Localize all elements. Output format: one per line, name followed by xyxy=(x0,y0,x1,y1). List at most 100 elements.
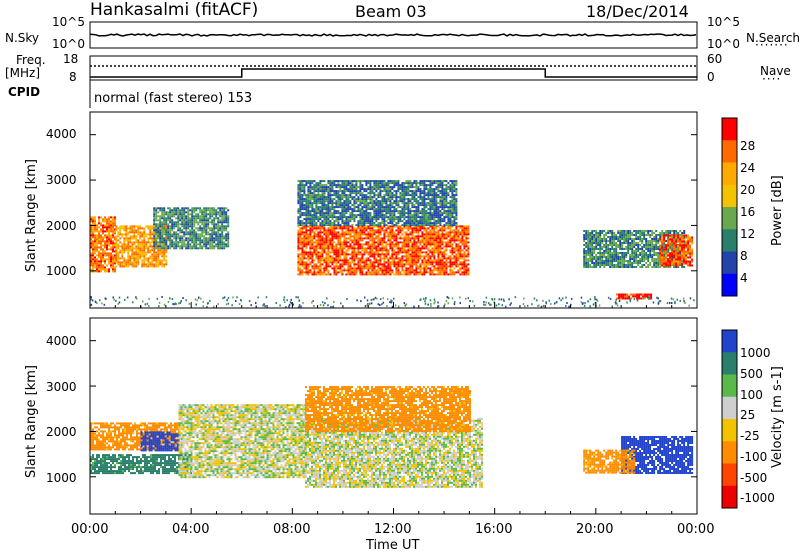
power-data-cell-3832 xyxy=(365,210,368,213)
power-data-cell-3482 xyxy=(327,222,330,225)
power-data-cell-2658 xyxy=(419,225,422,228)
power-data-cell-198 xyxy=(106,246,108,249)
power-data-cell-3381 xyxy=(317,220,320,223)
power-data-cell-4062 xyxy=(389,206,392,209)
power-data-cell-3723 xyxy=(353,208,356,211)
power-data-cell-87 xyxy=(96,248,98,251)
power-data-cell-427 xyxy=(129,261,132,264)
power-data-cell-4416 xyxy=(427,204,430,207)
power-data-cell-4128 xyxy=(397,186,400,189)
power-data-cell-3261 xyxy=(305,224,308,227)
power-data-cell-1261 xyxy=(213,213,216,216)
power-data-cell-4034 xyxy=(387,186,390,189)
power-data-cell-2150 xyxy=(369,253,372,256)
power-data-cell-1781 xyxy=(333,247,336,250)
power-data-cell-697 xyxy=(161,261,164,264)
power-data-cell-4006 xyxy=(383,214,386,217)
power-data-cell-3300 xyxy=(309,216,312,219)
power-data-cell-1137 xyxy=(199,219,202,222)
power-data-cell-1380 xyxy=(225,243,228,246)
power-data-cell-4362 xyxy=(421,218,424,221)
power-data-cell-2311 xyxy=(385,241,388,244)
power-data-cell-3456 xyxy=(325,214,328,217)
power-data-cell-4426 xyxy=(429,182,432,185)
power-data-cell-1007 xyxy=(183,241,186,244)
power-data-cell-4203 xyxy=(405,194,408,197)
power-data-cell-2018 xyxy=(357,227,360,230)
power-data-cell-309 xyxy=(115,247,118,250)
power-data-cell-3673 xyxy=(347,220,350,223)
power-data-cell-2494 xyxy=(403,249,406,252)
power-data-cell-155 xyxy=(102,250,104,253)
power-data-cell-2922 xyxy=(443,257,446,260)
power-data-cell-2401 xyxy=(393,261,396,264)
power-data-cell-4690 xyxy=(455,202,458,205)
power-data-cell-4838 xyxy=(599,240,602,242)
power-data-cell-3793 xyxy=(361,210,364,213)
power-data-cell-1123 xyxy=(197,223,200,226)
power-data-cell-2276 xyxy=(381,251,384,254)
power-data-cell-713 xyxy=(163,265,166,268)
power-data-cell-1815 xyxy=(337,225,340,228)
power-data-cell-1851 xyxy=(339,263,342,266)
power-data-cell-4461 xyxy=(431,212,434,215)
power-data-cell-1301 xyxy=(217,231,220,234)
power-data-cell-2105 xyxy=(365,243,368,246)
power-data-cell-1408 xyxy=(297,249,300,252)
power-data-cell-2434 xyxy=(397,245,400,248)
power-data-cell-2456 xyxy=(399,249,402,252)
power-data-cell-2022 xyxy=(357,237,360,240)
power-data-cell-1686 xyxy=(323,267,326,270)
power-data-cell-4587 xyxy=(445,188,448,191)
power-data-cell-1423 xyxy=(299,235,302,238)
power-data-cell-523 xyxy=(141,245,144,248)
power-data-cell-1344 xyxy=(221,239,224,242)
power-data-cell-842 xyxy=(165,223,168,226)
power-data-cell-3814 xyxy=(363,216,366,219)
power-data-cell-2750 xyxy=(427,257,430,260)
power-data-cell-1248 xyxy=(211,229,214,232)
power-data-cell-3703 xyxy=(351,204,354,207)
power-data-cell-2546 xyxy=(407,271,410,274)
power-data-cell-807 xyxy=(161,225,164,228)
power-data-cell-1834 xyxy=(337,271,340,274)
power-data-cell-2779 xyxy=(431,229,434,232)
power-data-cell-4835 xyxy=(599,234,602,236)
power-data-cell-1314 xyxy=(219,215,222,218)
power-data-cell-4122 xyxy=(395,218,398,221)
power-data-cell-3378 xyxy=(317,212,320,215)
power-data-cell-2157 xyxy=(369,271,372,274)
power-data-cell-1118 xyxy=(197,207,200,210)
power-data-cell-3813 xyxy=(363,214,366,217)
power-data-cell-608 xyxy=(151,253,154,256)
power-data-cell-504 xyxy=(139,233,142,236)
power-data-cell-4953 xyxy=(613,248,616,250)
power-data-cell-1639 xyxy=(319,255,322,258)
power-data-cell-2149 xyxy=(369,251,372,254)
power-data-cell-3131 xyxy=(465,235,468,238)
power-data-cell-1041 xyxy=(187,239,190,242)
power-data-cell-3337 xyxy=(313,212,316,215)
power-data-cell-3371 xyxy=(317,196,320,199)
power-data-cell-3259 xyxy=(305,220,308,223)
power-data-cell-3098 xyxy=(461,263,464,266)
power-data-cell-2331 xyxy=(387,237,390,240)
power-data-cell-4239 xyxy=(409,186,412,189)
power-data-cell-532 xyxy=(141,265,144,268)
power-data-cell-375 xyxy=(123,259,126,262)
power-data-cell-4907 xyxy=(607,258,610,260)
power-data-cell-242 xyxy=(110,246,112,249)
power-data-cell-170 xyxy=(104,234,106,237)
power-data-cell-2039 xyxy=(359,227,362,230)
power-data-cell-2737 xyxy=(425,271,428,274)
power-data-cell-2640 xyxy=(417,233,420,236)
power-data-cell-2164 xyxy=(371,235,374,238)
power-data-cell-2122 xyxy=(367,237,370,240)
power-data-cell-3734 xyxy=(355,190,358,193)
power-data-cell-3160 xyxy=(467,259,470,262)
power-data-cell-1930 xyxy=(347,265,350,268)
power-data-cell-3206 xyxy=(299,224,302,227)
power-data-cell-2213 xyxy=(375,251,378,254)
power-data-cell-4951 xyxy=(613,242,616,244)
power-data-cell-919 xyxy=(173,243,176,246)
